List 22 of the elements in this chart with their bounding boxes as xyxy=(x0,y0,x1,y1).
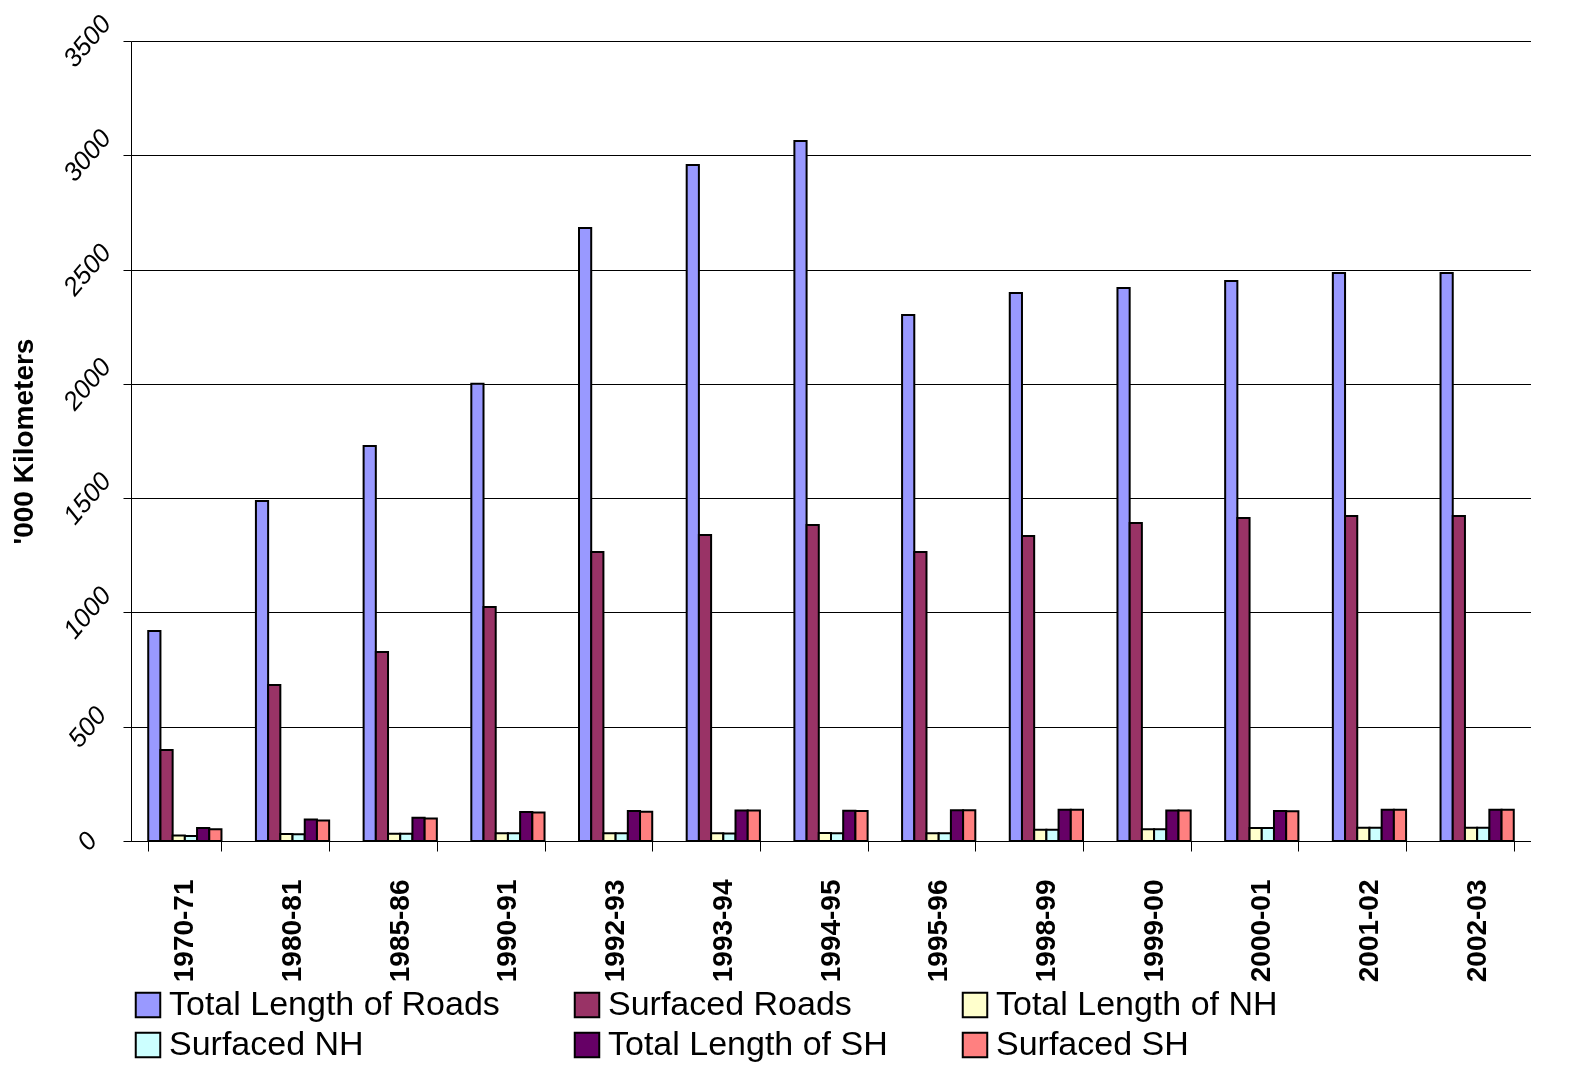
x-tick-label: 2000-01 xyxy=(1245,879,1277,983)
x-tick-label: 1998-99 xyxy=(1029,879,1061,983)
y-tick-label: 0 xyxy=(70,825,104,857)
x-tick-label: 2002-03 xyxy=(1460,879,1492,983)
x-tick-label: 1994-95 xyxy=(814,879,846,983)
legend-label: Surfaced Roads xyxy=(608,984,852,1022)
x-tick-label: 1993-94 xyxy=(706,879,738,983)
x-tick-label: 1992-93 xyxy=(599,879,631,983)
x-tick-label: 2001-02 xyxy=(1352,879,1384,983)
y-axis-title: '000 Kilometers xyxy=(7,338,39,545)
x-tick-label: 1970-71 xyxy=(168,879,200,983)
y-tick-label: 500 xyxy=(61,699,113,753)
x-tick-label: 1980-81 xyxy=(276,879,308,983)
legend-label: Total Length of NH xyxy=(996,984,1278,1022)
x-tick-label: 1985-86 xyxy=(383,879,415,983)
legend-label: Total Length of SH xyxy=(608,1024,888,1062)
x-tick-label: 1995-96 xyxy=(922,879,954,983)
legend-label: Surfaced NH xyxy=(169,1024,364,1062)
legend-label: Surfaced SH xyxy=(996,1024,1189,1062)
x-tick-label: 1990-91 xyxy=(491,879,523,983)
x-tick-label: 1999-00 xyxy=(1137,879,1169,983)
legend-label: Total Length of Roads xyxy=(169,984,500,1022)
